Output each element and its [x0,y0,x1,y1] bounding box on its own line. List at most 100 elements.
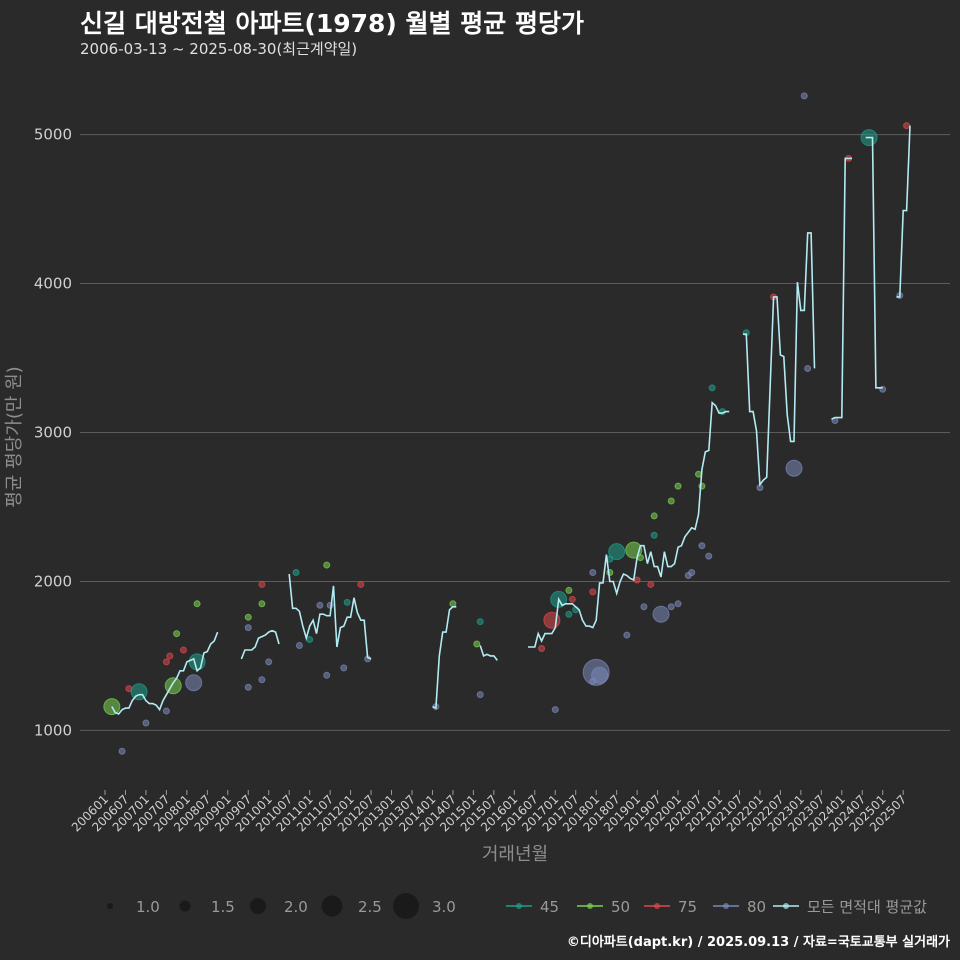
average-line-segment [528,401,730,648]
data-point-80 [591,666,609,684]
average-line-segment [288,573,372,660]
data-point-80 [295,642,303,650]
data-point-80 [551,706,559,714]
average-line-segment [831,157,852,420]
data-point-80 [323,671,331,679]
size-legend-circle [250,898,266,914]
chart-title: 신길 대방전철 아파트(1978) 월별 평균 평당가 [80,9,584,38]
data-point-75 [903,122,911,130]
data-point-80 [652,605,670,623]
data-point-50 [244,613,252,621]
data-point-80 [667,603,675,611]
data-point-75 [647,580,655,588]
y-tick-label: 5000 [34,126,72,144]
grid-lines [80,134,950,731]
size-legend-label: 3.0 [432,898,456,916]
data-point-80 [705,552,713,560]
data-point-80 [244,683,252,691]
data-point-80 [589,569,597,577]
color-legend-dot [516,903,522,909]
data-point-50 [565,586,573,594]
size-legend-circle [179,900,191,912]
average-line [111,125,911,715]
data-point-45 [565,610,573,618]
data-point-80 [118,747,126,755]
average-line-segment [896,125,911,298]
average-line-segment [742,232,816,487]
data-point-50 [473,640,481,648]
average-line-segment [432,606,457,710]
color-legend-label: 45 [540,898,559,916]
data-point-75 [357,580,365,588]
data-point-50 [193,600,201,608]
y-tick-label: 2000 [34,572,72,590]
data-point-80 [698,542,706,550]
color-legend-label: 모든 면적대 평균값 [807,898,927,916]
size-legend-label: 1.5 [211,898,235,916]
color-legend-dot [654,903,660,909]
data-point-75 [166,652,174,660]
x-axis-label: 거래년월 [482,844,548,865]
data-point-80 [688,569,696,577]
data-point-50 [674,482,682,490]
color-legend-dot [723,903,729,909]
y-axis-ticks: 1000 2000 3000 4000 5000 [34,126,72,740]
data-point-45 [608,543,626,561]
data-point-50 [449,600,457,608]
size-legend-label: 2.0 [284,898,308,916]
color-legend-label: 50 [611,898,630,916]
data-point-50 [667,497,675,505]
data-point-75 [633,576,641,584]
color-legend-dot [587,903,593,909]
data-point-80 [804,364,812,372]
average-line-segment [240,629,280,660]
size-legend-circle [107,903,113,909]
data-point-45 [708,384,716,392]
data-point-75 [568,595,576,603]
average-line-segment [865,136,883,389]
source-credit: ©디아파트(dapt.kr) / 2025.09.13 / 자료=국토교통부 실… [566,935,950,950]
data-point-80 [316,601,324,609]
data-point-80 [258,676,266,684]
data-point-50 [103,698,121,716]
data-point-80 [142,719,150,727]
y-axis-label: 평균 평당가(만 원) [4,366,25,507]
data-point-45 [476,618,484,626]
data-point-80 [265,658,273,666]
data-point-80 [476,691,484,699]
color-legend-label: 80 [747,898,766,916]
size-legend: 1.0 1.5 2.0 2.5 3.0 [107,893,456,919]
data-point-75 [538,644,546,652]
y-tick-label: 1000 [34,721,72,739]
size-legend-circle [393,893,419,919]
y-tick-label: 3000 [34,424,72,442]
scatter-points [103,92,911,755]
data-point-75 [162,658,170,666]
data-point-50 [650,512,658,520]
data-point-80 [340,664,348,672]
color-legend: 45 50 75 80 모든 면적대 평균값 [506,898,927,916]
color-legend-dot [783,903,789,909]
data-point-50 [258,600,266,608]
data-point-50 [173,630,181,638]
size-legend-label: 2.5 [358,898,382,916]
data-point-75 [179,646,187,654]
data-point-45 [306,636,314,644]
data-point-75 [589,588,597,596]
data-point-80 [674,600,682,608]
data-point-45 [343,598,351,606]
data-point-80 [185,674,203,692]
y-tick-label: 4000 [34,275,72,293]
data-point-45 [292,569,300,577]
size-legend-label: 1.0 [136,898,160,916]
chart-subtitle: 2006-03-13 ~ 2025-08-30(최근계약일) [80,40,358,58]
data-point-50 [323,561,331,569]
data-point-45 [650,531,658,539]
average-line-segment [479,645,498,661]
data-point-75 [258,580,266,588]
x-axis-ticks: 2006012006072007012007072008012008072009… [69,790,909,835]
data-point-80 [623,631,631,639]
data-point-80 [162,707,170,715]
